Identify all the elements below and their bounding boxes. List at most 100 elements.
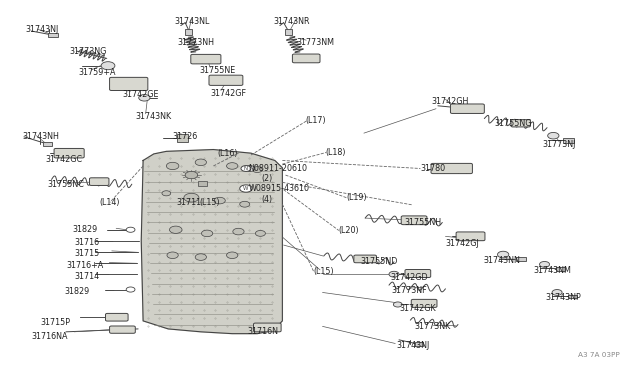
Text: 31829: 31829	[72, 225, 97, 234]
Text: 31773NH: 31773NH	[177, 38, 214, 47]
Bar	[556, 267, 565, 270]
FancyBboxPatch shape	[292, 54, 320, 63]
Text: (L17): (L17)	[305, 116, 326, 125]
Text: 31711: 31711	[177, 198, 202, 207]
FancyBboxPatch shape	[405, 269, 431, 278]
Circle shape	[185, 171, 198, 179]
Circle shape	[139, 94, 150, 101]
Text: 31743NN: 31743NN	[483, 256, 520, 265]
Circle shape	[227, 252, 238, 259]
FancyBboxPatch shape	[511, 120, 531, 127]
FancyBboxPatch shape	[109, 77, 148, 90]
Text: N: N	[244, 166, 248, 171]
Circle shape	[252, 167, 262, 173]
Text: (L16): (L16)	[217, 149, 237, 158]
Bar	[516, 257, 525, 261]
Text: (L18): (L18)	[325, 148, 346, 157]
Circle shape	[101, 62, 115, 70]
Text: 31755NG: 31755NG	[494, 119, 532, 128]
Bar	[184, 29, 192, 35]
Text: (L14): (L14)	[99, 198, 120, 207]
Circle shape	[195, 159, 207, 166]
Circle shape	[552, 289, 562, 295]
Circle shape	[195, 254, 207, 260]
Circle shape	[162, 191, 171, 196]
FancyBboxPatch shape	[401, 216, 427, 225]
Bar	[177, 134, 188, 141]
Text: 31742GC: 31742GC	[45, 154, 83, 164]
Text: 31742GH: 31742GH	[431, 97, 469, 106]
Bar	[48, 33, 58, 37]
Text: W: W	[243, 186, 249, 191]
Text: (L19): (L19)	[346, 193, 367, 202]
Text: N08911-20610: N08911-20610	[248, 164, 307, 173]
Text: 31829: 31829	[64, 287, 90, 296]
FancyBboxPatch shape	[431, 163, 472, 174]
Text: 31743NK: 31743NK	[135, 112, 171, 121]
Text: 31743NM: 31743NM	[533, 266, 571, 275]
FancyBboxPatch shape	[191, 54, 221, 64]
Circle shape	[166, 162, 179, 170]
Text: 31715P: 31715P	[41, 318, 71, 327]
Circle shape	[167, 252, 179, 259]
Circle shape	[126, 287, 135, 292]
Circle shape	[214, 197, 225, 204]
Bar	[563, 138, 574, 142]
Circle shape	[255, 231, 266, 236]
Text: 31715: 31715	[74, 249, 99, 258]
Text: 31726: 31726	[173, 132, 198, 141]
Text: 31716N: 31716N	[248, 327, 279, 336]
Text: (4): (4)	[261, 195, 272, 204]
Text: 31759+A: 31759+A	[79, 68, 116, 77]
Circle shape	[240, 201, 250, 207]
Text: 31773NF: 31773NF	[392, 286, 427, 295]
Text: 31742GJ: 31742GJ	[445, 239, 479, 248]
Text: 31773NK: 31773NK	[414, 322, 451, 331]
Circle shape	[241, 166, 251, 171]
Text: 31755NE: 31755NE	[200, 65, 236, 74]
Circle shape	[126, 227, 135, 232]
Text: 31742GF: 31742GF	[211, 89, 247, 97]
Bar	[568, 295, 577, 298]
Text: 31714: 31714	[74, 272, 99, 281]
Text: 31773NG: 31773NG	[69, 46, 106, 55]
Text: W08915-43610: W08915-43610	[248, 184, 310, 193]
Circle shape	[170, 226, 182, 233]
Circle shape	[227, 163, 238, 169]
Circle shape	[394, 302, 402, 307]
FancyBboxPatch shape	[354, 255, 376, 263]
Text: 31743NL: 31743NL	[175, 17, 210, 26]
FancyBboxPatch shape	[90, 178, 109, 186]
Text: 31743NH: 31743NH	[22, 132, 59, 141]
Circle shape	[240, 185, 252, 192]
Text: 31716NA: 31716NA	[31, 332, 68, 341]
Text: 31755NC: 31755NC	[48, 180, 84, 189]
Text: 31743NJ: 31743NJ	[397, 341, 430, 350]
Text: A3 7A 03PP: A3 7A 03PP	[578, 352, 620, 358]
FancyBboxPatch shape	[106, 314, 128, 321]
Text: (2): (2)	[261, 174, 272, 183]
Circle shape	[540, 262, 550, 267]
Text: (L15): (L15)	[314, 267, 334, 276]
FancyBboxPatch shape	[109, 326, 135, 333]
FancyBboxPatch shape	[456, 232, 485, 241]
Text: 31743NJ: 31743NJ	[25, 25, 58, 34]
Text: 31773NM: 31773NM	[296, 38, 334, 47]
Text: 31742GK: 31742GK	[399, 304, 436, 313]
Circle shape	[548, 132, 559, 139]
Circle shape	[389, 271, 399, 277]
Text: 31742GD: 31742GD	[390, 273, 428, 282]
FancyBboxPatch shape	[451, 104, 484, 113]
Text: 31755NH: 31755NH	[404, 218, 441, 227]
Polygon shape	[141, 150, 282, 334]
Text: 31716: 31716	[74, 238, 99, 247]
Text: 31716+A: 31716+A	[66, 261, 103, 270]
FancyBboxPatch shape	[412, 299, 437, 307]
Text: 31773NJ: 31773NJ	[543, 140, 576, 149]
Text: 31743NP: 31743NP	[546, 294, 582, 302]
FancyBboxPatch shape	[253, 323, 281, 332]
Bar	[285, 29, 292, 35]
Bar	[415, 342, 424, 346]
Text: (L15): (L15)	[200, 198, 220, 207]
Circle shape	[244, 166, 255, 171]
